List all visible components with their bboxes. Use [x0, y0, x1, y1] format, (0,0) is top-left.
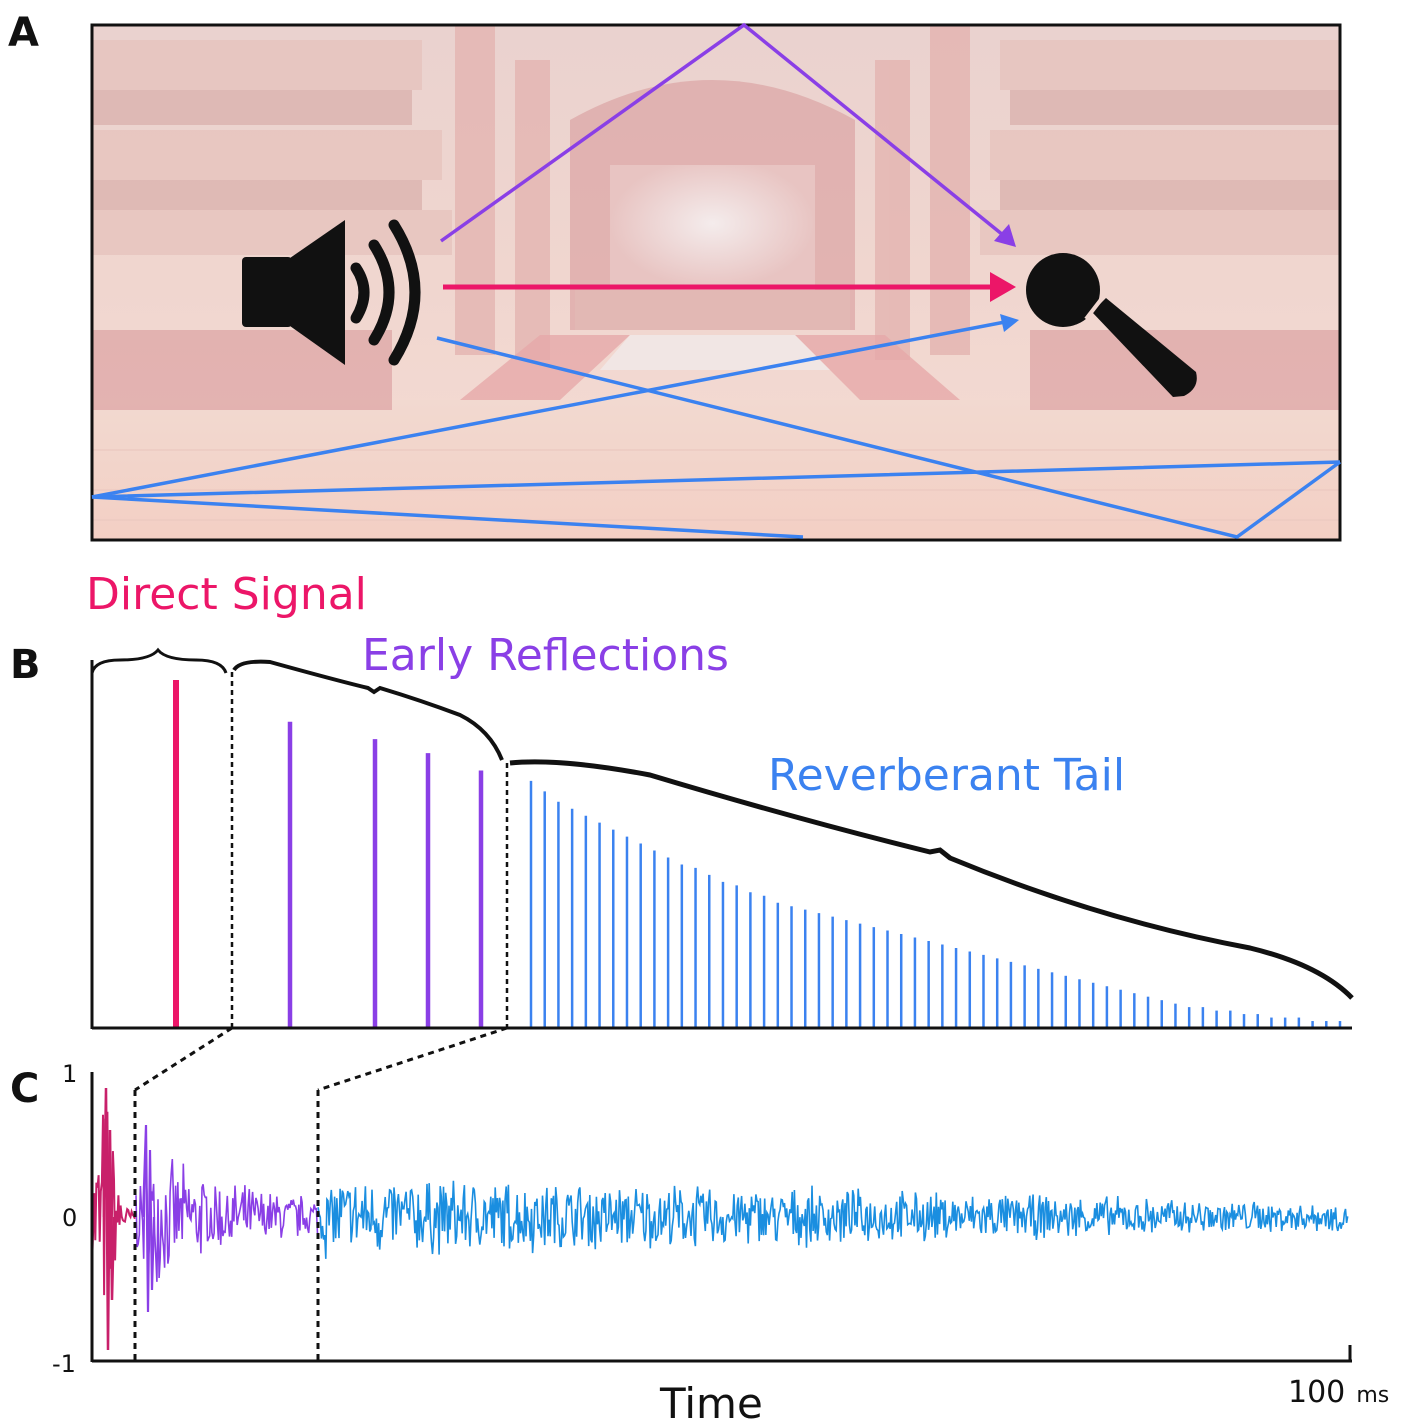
tail-brace: [509, 759, 1354, 1000]
panel-a-letter: A: [8, 10, 39, 56]
early-spike: [141, 1124, 156, 1313]
x-end-label: 100 ms: [1288, 1375, 1389, 1410]
waveform-segment-0: [91, 1111, 136, 1296]
waveform-segment-2: [317, 1180, 1349, 1259]
impulse-response-waveform: [91, 1087, 1349, 1351]
speaker-icon: [242, 219, 421, 366]
x-end-value: 100: [1288, 1375, 1345, 1410]
panel-c-letter: C: [10, 1066, 39, 1112]
waveform-segment-1: [135, 1158, 319, 1282]
direct-spike: [102, 1087, 116, 1351]
y-tick-1: 1: [62, 1060, 77, 1088]
y-tick-minus-1: -1: [52, 1350, 76, 1378]
microphone-icon: [1026, 253, 1197, 397]
reverberant-tail-label: Reverberant Tail: [768, 750, 1125, 801]
zoom-connector-left: [134, 1026, 233, 1092]
zoom-connector-right: [317, 1026, 508, 1092]
impulse-response-bars: [173, 680, 1342, 1028]
time-axis-title: Time: [659, 1379, 763, 1425]
y-tick-0: 0: [62, 1204, 77, 1232]
direct-brace: [90, 647, 228, 674]
x-end-unit: ms: [1356, 1383, 1389, 1408]
direct-signal-label: Direct Signal: [86, 569, 367, 620]
reverberant-path: [91, 314, 1342, 539]
early-reflection-path: [439, 22, 1016, 247]
panel-b-letter: B: [10, 642, 41, 688]
direct-path: [443, 272, 1016, 302]
panel-a-frame: [90, 23, 1342, 542]
early-reflections-label: Early Reflections: [362, 630, 729, 681]
early-brace: [232, 659, 504, 761]
